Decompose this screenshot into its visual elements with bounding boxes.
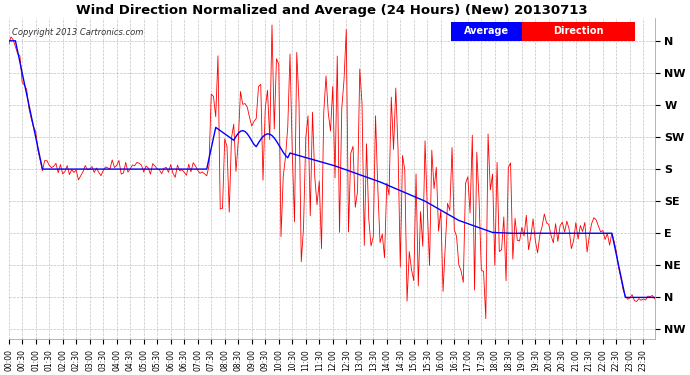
Text: Average: Average	[464, 26, 509, 36]
FancyBboxPatch shape	[522, 21, 635, 41]
FancyBboxPatch shape	[451, 21, 522, 41]
Text: Direction: Direction	[553, 26, 604, 36]
Title: Wind Direction Normalized and Average (24 Hours) (New) 20130713: Wind Direction Normalized and Average (2…	[76, 4, 587, 17]
Text: Copyright 2013 Cartronics.com: Copyright 2013 Cartronics.com	[12, 28, 144, 37]
